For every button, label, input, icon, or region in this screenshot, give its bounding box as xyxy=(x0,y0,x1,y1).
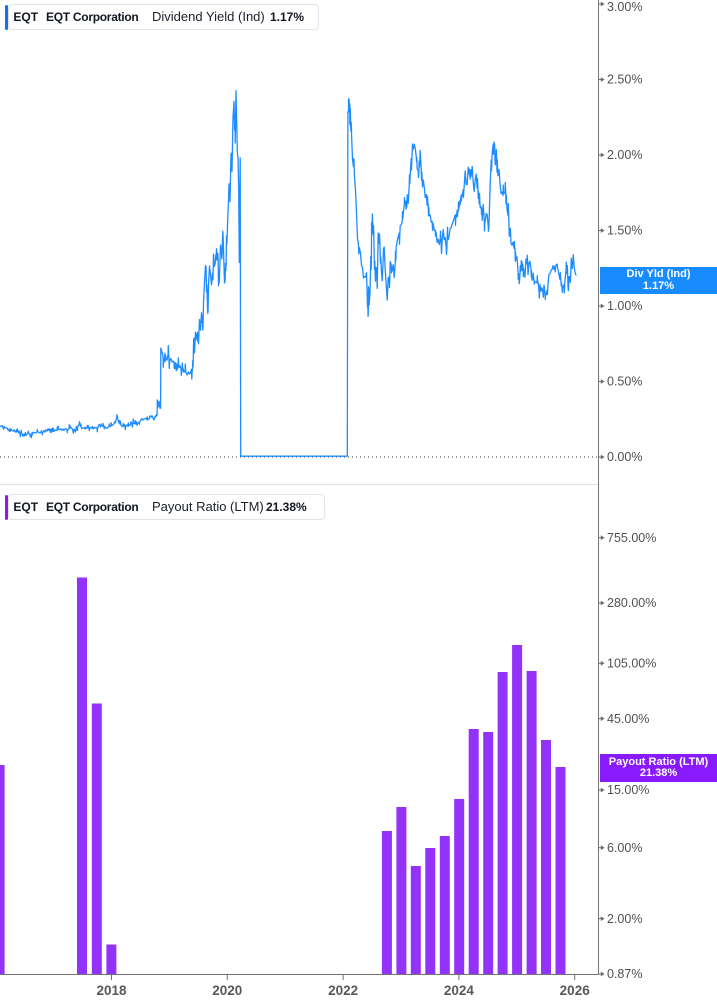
svg-text:45.00%: 45.00% xyxy=(607,712,649,726)
svg-text:0.00%: 0.00% xyxy=(607,450,642,464)
svg-text:1.00%: 1.00% xyxy=(607,299,642,313)
svg-text:2018: 2018 xyxy=(96,983,127,998)
svg-text:2.00%: 2.00% xyxy=(607,148,642,162)
svg-text:2026: 2026 xyxy=(560,983,591,998)
svg-text:0.87%: 0.87% xyxy=(607,967,642,981)
svg-text:280.00%: 280.00% xyxy=(607,596,656,610)
svg-text:2024: 2024 xyxy=(444,983,475,998)
svg-text:3.00%: 3.00% xyxy=(607,0,642,14)
svg-text:1.50%: 1.50% xyxy=(607,224,642,238)
svg-text:0.50%: 0.50% xyxy=(607,375,642,389)
svg-text:15.00%: 15.00% xyxy=(607,783,649,797)
svg-text:2022: 2022 xyxy=(328,983,358,998)
svg-text:2020: 2020 xyxy=(212,983,242,998)
svg-text:755.00%: 755.00% xyxy=(607,531,656,545)
svg-text:2.00%: 2.00% xyxy=(607,912,642,926)
svg-text:6.00%: 6.00% xyxy=(607,841,642,855)
svg-text:2.50%: 2.50% xyxy=(607,73,642,87)
svg-text:105.00%: 105.00% xyxy=(607,657,656,671)
